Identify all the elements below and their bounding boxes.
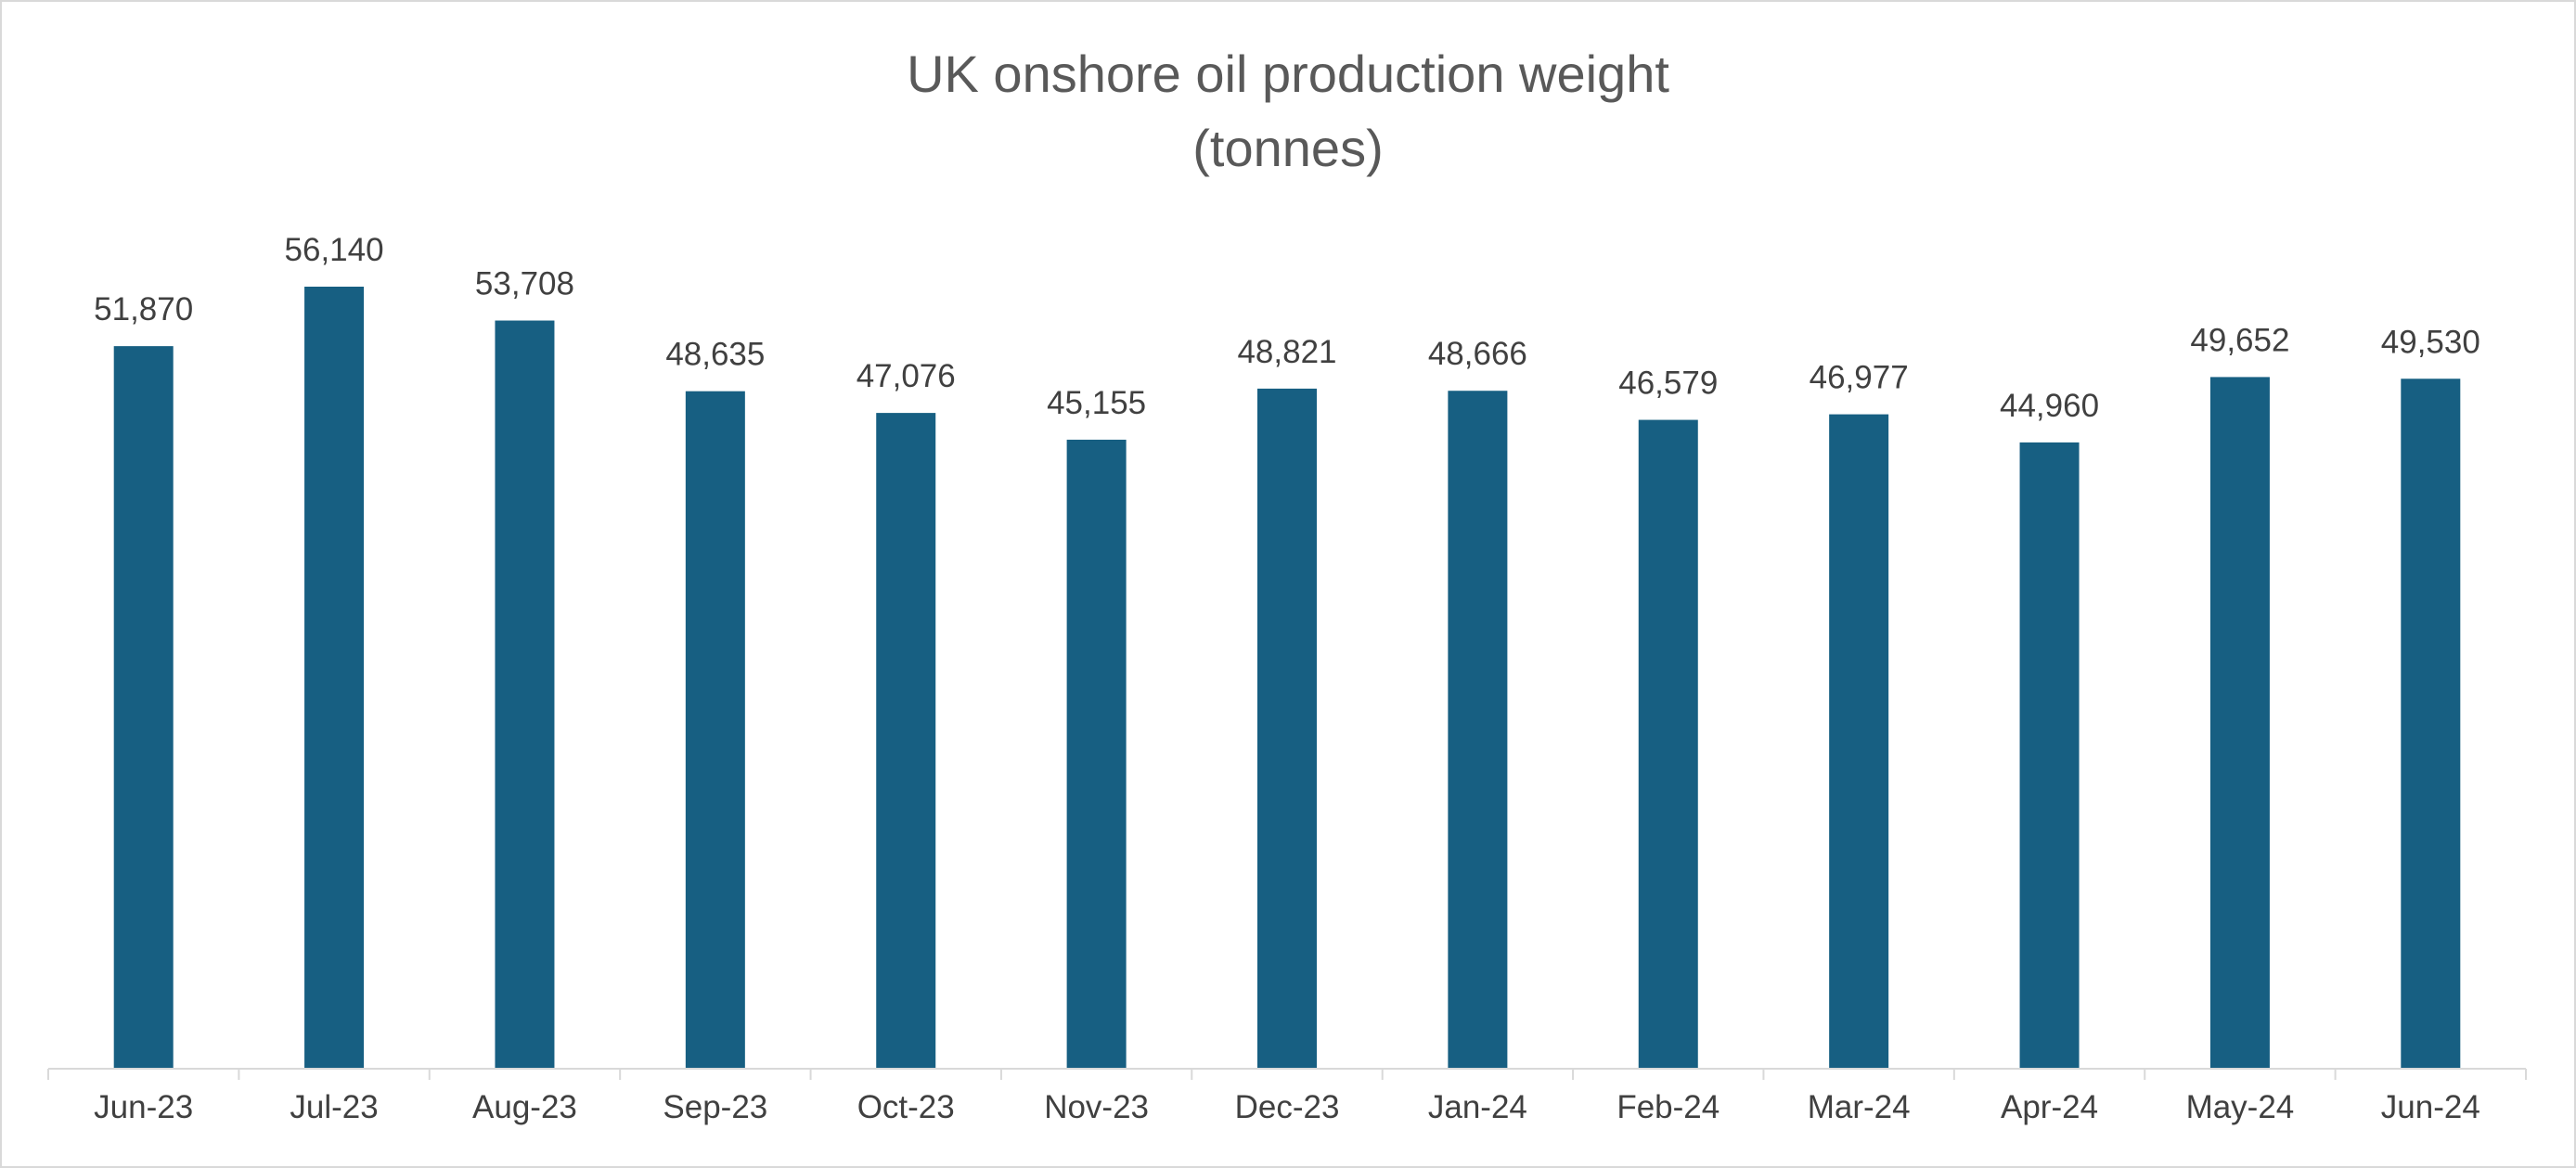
bar	[113, 346, 174, 1070]
data-label: 53,708	[475, 266, 574, 302]
bar	[495, 320, 555, 1069]
data-label: 49,652	[2190, 322, 2289, 358]
data-label: 46,579	[1618, 366, 1718, 402]
data-label: 49,530	[2381, 324, 2480, 360]
chart-title: UK onshore oil production weight (tonnes…	[0, 37, 2576, 186]
bar	[1257, 388, 1317, 1069]
data-label: 48,635	[665, 337, 765, 373]
bars-group	[113, 287, 2461, 1070]
bar	[876, 413, 936, 1069]
data-label: 47,076	[857, 358, 956, 394]
x-tick-label: Sep-23	[663, 1089, 767, 1125]
bar	[1638, 419, 1698, 1070]
chart-subtitle: (tonnes)	[1192, 119, 1384, 177]
x-tick-label: Jun-23	[94, 1089, 193, 1125]
x-tick-label: Feb-24	[1616, 1089, 1719, 1125]
data-label: 48,821	[1237, 334, 1336, 370]
x-tick-label: Oct-23	[857, 1089, 955, 1125]
bar	[685, 391, 745, 1069]
data-label: 56,140	[285, 232, 384, 268]
bar	[1448, 391, 1508, 1069]
data-label: 48,666	[1428, 336, 1527, 372]
data-label: 46,977	[1810, 360, 1909, 396]
data-label: 51,870	[94, 291, 193, 327]
chart-title-line: UK onshore oil production weight	[907, 45, 1669, 103]
x-axis	[47, 1068, 2527, 1080]
x-tick-labels-group: Jun-23 Jul-23 Aug-23 Sep-23 Oct-23 Nov-23 Dec-…	[94, 1089, 2480, 1125]
x-tick-label: Aug-23	[472, 1089, 577, 1125]
bar	[1829, 414, 1889, 1069]
data-labels-group: 51,870 56,140 53,708 48,635 47,076 45,155 48,8…	[94, 232, 2480, 424]
x-tick-label: Jan-24	[1428, 1089, 1527, 1125]
bar	[1066, 439, 1127, 1069]
bar	[2401, 379, 2461, 1069]
x-tick-label: Dec-23	[1235, 1089, 1340, 1125]
bar	[2019, 442, 2080, 1069]
x-tick-label: Apr-24	[2001, 1089, 2098, 1125]
data-label: 45,155	[1047, 385, 1146, 421]
x-tick-label: Mar-24	[1808, 1089, 1911, 1125]
x-tick-label: Jul-23	[290, 1089, 378, 1125]
data-label: 44,960	[2000, 388, 2099, 424]
bar	[2209, 377, 2270, 1069]
x-tick-label: May-24	[2186, 1089, 2295, 1125]
x-tick-label: Jun-24	[2381, 1089, 2480, 1125]
bar	[304, 287, 365, 1069]
x-tick-label: Nov-23	[1044, 1089, 1149, 1125]
